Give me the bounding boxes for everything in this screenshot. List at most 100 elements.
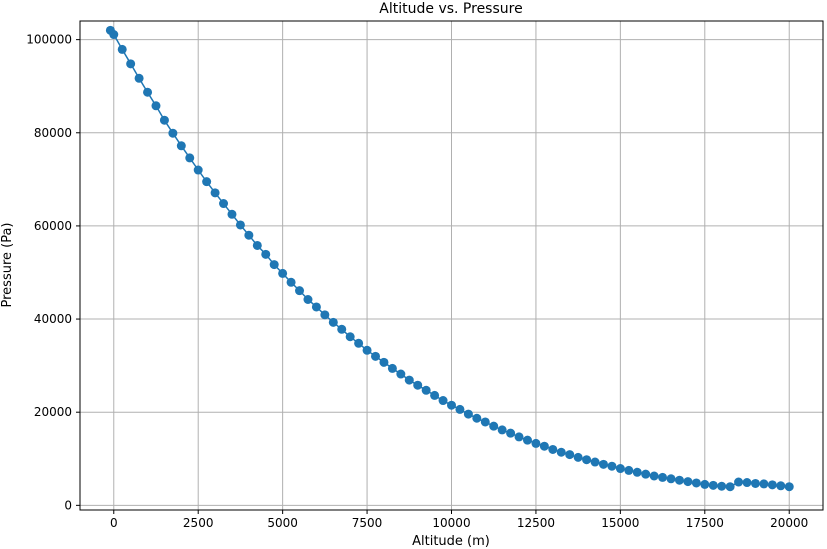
data-point: [193, 165, 203, 175]
data-point: [202, 177, 212, 187]
y-tick-label: 60000: [34, 219, 72, 233]
data-point: [143, 87, 153, 97]
data-point: [447, 400, 456, 410]
data-point: [472, 413, 482, 423]
data-series: [105, 25, 794, 492]
data-point: [539, 441, 549, 451]
x-axis-label: Altitude (m): [412, 534, 490, 549]
y-tick-label: 0: [64, 498, 72, 512]
data-point: [674, 475, 684, 485]
data-point: [759, 479, 769, 489]
data-point: [548, 444, 558, 454]
data-point: [734, 477, 744, 487]
data-point: [371, 351, 381, 361]
data-point: [506, 428, 516, 438]
data-point: [641, 469, 651, 479]
data-point: [159, 115, 169, 125]
data-point: [750, 478, 760, 488]
data-point: [295, 286, 305, 296]
y-tick-label: 80000: [34, 126, 72, 140]
data-point: [252, 240, 262, 250]
data-point: [345, 332, 355, 342]
data-point: [489, 421, 499, 431]
data-point: [522, 435, 532, 445]
data-point: [261, 249, 271, 259]
data-point: [514, 432, 524, 442]
data-point: [311, 302, 321, 312]
data-point: [244, 230, 254, 240]
data-point: [691, 478, 701, 488]
data-point: [210, 188, 220, 198]
data-point: [455, 404, 465, 414]
data-point: [607, 461, 617, 471]
data-point: [387, 363, 397, 373]
y-axis-ticks: 0 20000 40000 60000 80000 100000: [26, 33, 80, 512]
x-tick-label: 12500: [517, 516, 555, 530]
data-point: [337, 324, 347, 334]
data-point: [497, 425, 507, 435]
data-point: [776, 481, 786, 491]
data-point: [700, 479, 710, 489]
data-point: [286, 277, 296, 287]
data-point: [278, 268, 288, 278]
x-tick-label: 20000: [770, 516, 808, 530]
y-tick-label: 40000: [34, 312, 72, 326]
data-point: [649, 471, 659, 481]
data-point: [109, 30, 119, 40]
x-tick-label: 0: [110, 516, 118, 530]
data-point: [219, 199, 229, 209]
y-tick-label: 100000: [26, 33, 72, 47]
x-axis-ticks: 0 2500 5000 7500 10000 12500 15000 17500 20000: [110, 510, 808, 530]
x-tick-label: 17500: [686, 516, 724, 530]
data-point: [531, 438, 541, 448]
data-point: [590, 457, 600, 467]
data-point: [362, 345, 372, 355]
data-point: [235, 220, 245, 230]
chart-title: Altitude vs. Pressure: [379, 1, 522, 17]
data-point: [565, 450, 575, 460]
data-point: [421, 385, 431, 395]
x-tick-label: 15000: [601, 516, 639, 530]
data-point: [430, 390, 440, 400]
data-point: [598, 459, 608, 469]
data-point: [413, 380, 423, 390]
data-point: [767, 480, 777, 490]
data-point: [269, 260, 279, 270]
x-tick-label: 10000: [432, 516, 470, 530]
data-point: [624, 465, 634, 475]
data-point: [438, 396, 448, 406]
data-point: [396, 369, 406, 379]
data-point: [683, 477, 693, 487]
data-point: [227, 209, 237, 219]
data-point: [328, 317, 338, 327]
data-point: [176, 141, 186, 151]
data-point: [134, 73, 144, 83]
grid-lines: [80, 21, 823, 510]
data-point: [573, 452, 583, 462]
data-point: [463, 409, 473, 419]
x-tick-label: 2500: [183, 516, 214, 530]
data-point: [126, 59, 136, 69]
data-point: [379, 357, 389, 367]
series-line: [109, 29, 790, 488]
data-point: [582, 455, 592, 465]
data-point: [151, 101, 161, 111]
data-point: [556, 447, 566, 457]
data-point: [666, 474, 676, 484]
x-tick-label: 5000: [267, 516, 298, 530]
data-point: [168, 128, 178, 138]
data-point: [717, 481, 727, 491]
y-tick-label: 20000: [34, 405, 72, 419]
data-point: [784, 482, 794, 492]
data-point: [320, 310, 330, 320]
data-point: [742, 478, 752, 488]
data-point: [185, 153, 195, 163]
data-point: [303, 294, 313, 304]
data-point: [725, 482, 735, 492]
data-point: [658, 472, 668, 482]
data-point: [117, 44, 127, 54]
x-tick-label: 7500: [352, 516, 383, 530]
data-point: [354, 338, 364, 348]
data-point: [708, 480, 718, 490]
